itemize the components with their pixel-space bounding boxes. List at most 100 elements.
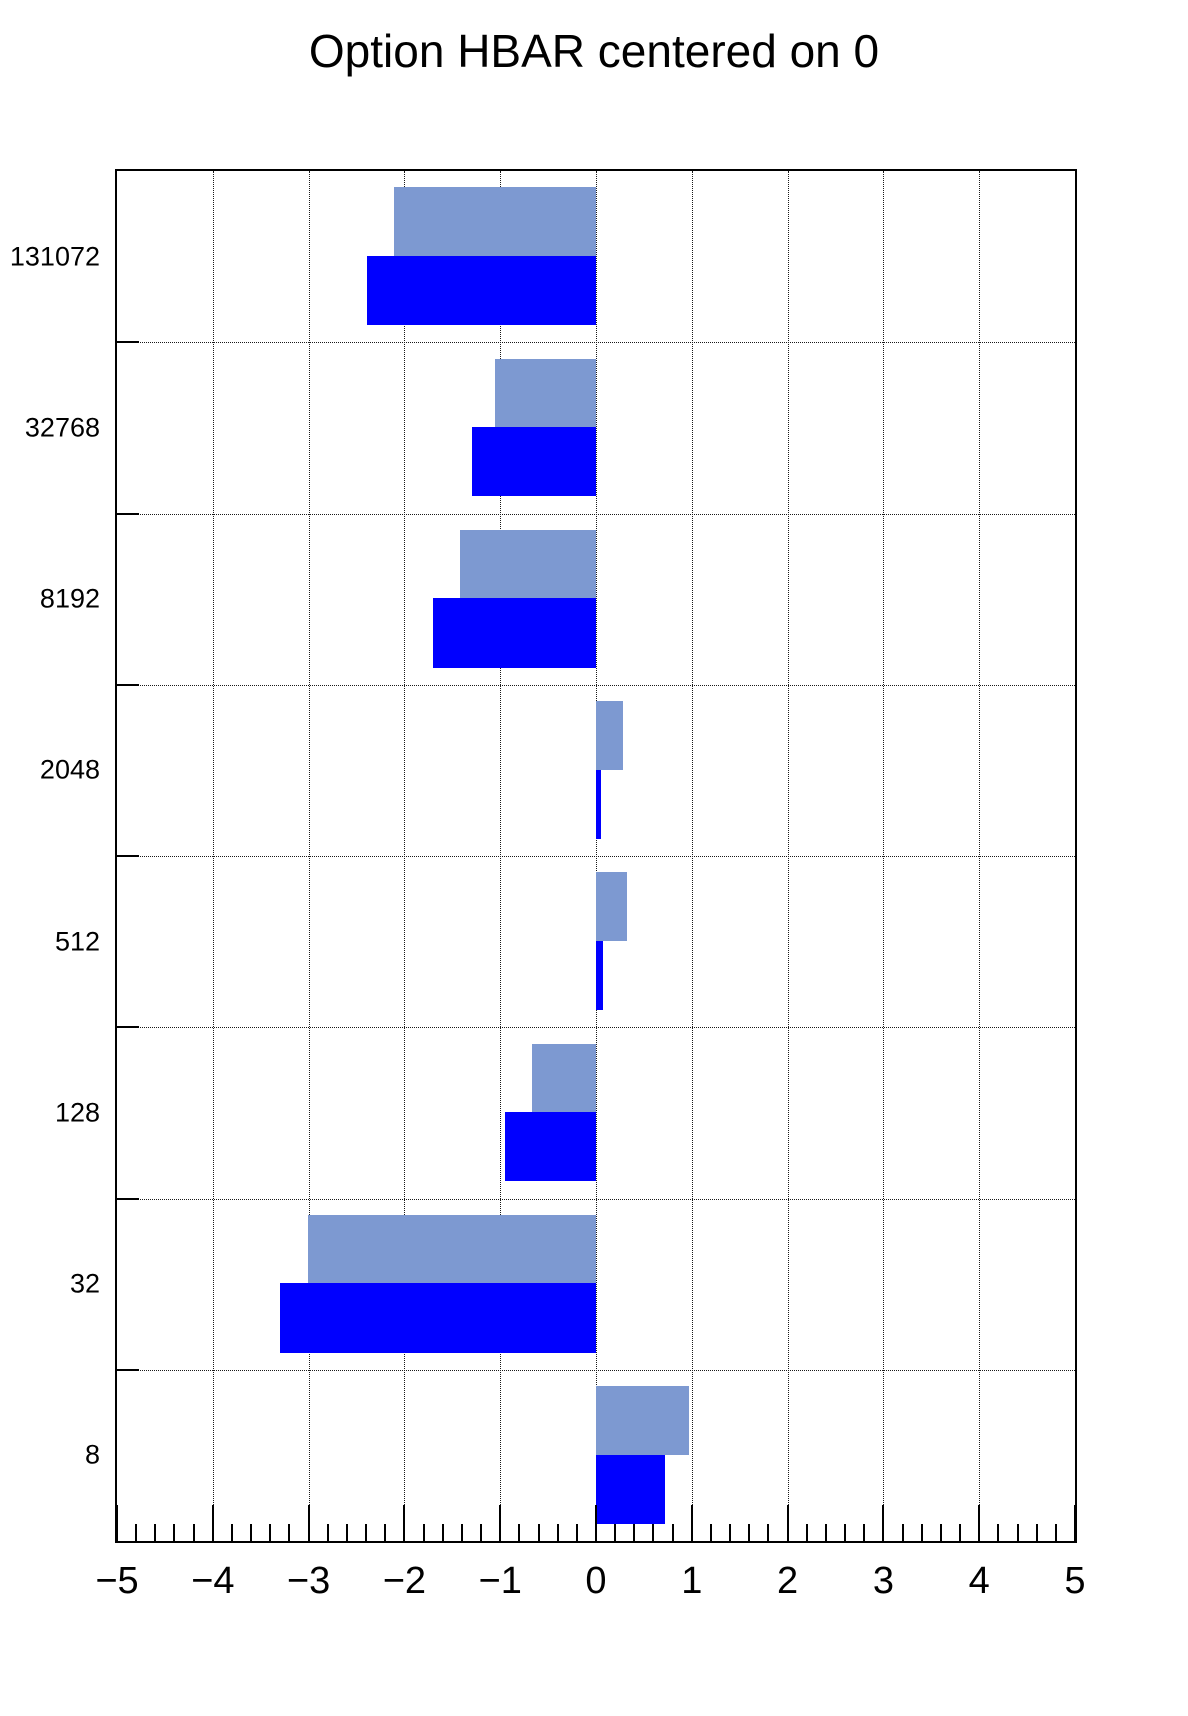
bar-lower-blue-131072	[367, 255, 596, 326]
x-minor-tick	[863, 1524, 866, 1541]
bar-lower-blue-8192	[433, 598, 596, 668]
y-bin-boundary-tick	[117, 512, 139, 515]
bar-upper-light-blue-131072	[393, 187, 596, 256]
x-tick-label: 0	[585, 1560, 607, 1602]
y-tick-label: 32768	[24, 412, 100, 443]
x-minor-tick	[288, 1524, 291, 1541]
gridline-horizontal	[117, 856, 1075, 857]
x-tick-label: 5	[1064, 1560, 1086, 1602]
x-tick-label: 1	[681, 1560, 703, 1602]
x-tick-label: −3	[286, 1560, 331, 1602]
x-major-tick	[978, 1505, 981, 1541]
x-minor-tick	[460, 1524, 463, 1541]
x-tick-label: −2	[382, 1560, 427, 1602]
x-minor-tick	[824, 1524, 827, 1541]
x-major-tick	[499, 1505, 502, 1541]
y-bin-boundary-tick	[117, 1026, 139, 1029]
chart-title: Option HBAR centered on 0	[308, 25, 880, 77]
x-tick-label: −5	[95, 1560, 139, 1602]
x-minor-tick	[844, 1524, 847, 1541]
x-minor-tick	[901, 1524, 904, 1541]
y-bin-boundary-tick	[117, 1368, 139, 1371]
x-major-tick	[1074, 1505, 1076, 1541]
x-minor-tick	[345, 1524, 348, 1541]
x-minor-tick	[748, 1524, 751, 1541]
bar-lower-blue-2048	[596, 769, 601, 839]
y-tick-label: 32	[69, 1268, 100, 1299]
gridline-horizontal	[117, 1369, 1075, 1371]
x-minor-tick	[384, 1524, 387, 1541]
bar-lower-blue-32768	[472, 427, 596, 497]
x-minor-tick	[537, 1524, 540, 1541]
x-minor-tick	[575, 1524, 578, 1541]
gridline-horizontal	[117, 513, 1075, 515]
x-minor-tick	[805, 1524, 808, 1541]
x-major-tick	[786, 1505, 789, 1541]
gridline-horizontal	[117, 684, 1075, 686]
x-minor-tick	[939, 1524, 942, 1541]
gridline-horizontal	[117, 1198, 1075, 1200]
x-minor-tick	[441, 1524, 444, 1541]
bar-upper-light-blue-32768	[495, 358, 596, 428]
x-tick-label: 3	[872, 1560, 894, 1602]
y-bin-boundary-tick	[117, 1197, 139, 1200]
y-tick-label: 128	[54, 1097, 100, 1128]
x-minor-tick	[709, 1524, 712, 1541]
x-major-tick	[690, 1505, 693, 1541]
x-minor-tick	[614, 1524, 617, 1541]
x-minor-tick	[422, 1524, 425, 1541]
x-minor-tick	[959, 1524, 962, 1541]
x-minor-tick	[1054, 1524, 1057, 1541]
x-minor-tick	[365, 1524, 368, 1541]
x-minor-tick	[269, 1524, 272, 1541]
x-minor-tick	[135, 1524, 138, 1541]
y-tick-label: 8	[84, 1439, 100, 1470]
bar-upper-light-blue-512	[596, 872, 627, 941]
x-minor-tick	[173, 1524, 176, 1541]
x-minor-tick	[652, 1524, 655, 1541]
x-major-tick	[882, 1505, 885, 1541]
x-minor-tick	[1016, 1524, 1019, 1541]
bar-upper-light-blue-8192	[459, 529, 596, 599]
gridline-horizontal	[117, 342, 1075, 344]
bar-upper-light-blue-2048	[596, 701, 623, 770]
x-minor-tick	[767, 1524, 770, 1541]
bar-lower-blue-8	[596, 1454, 665, 1524]
y-tick-label: 512	[54, 926, 100, 957]
x-major-tick	[116, 1505, 118, 1541]
x-tick-label: −4	[191, 1560, 235, 1602]
x-minor-tick	[192, 1524, 195, 1541]
bar-lower-blue-32	[279, 1283, 596, 1353]
x-minor-tick	[518, 1524, 521, 1541]
x-minor-tick	[1035, 1524, 1038, 1541]
x-major-tick	[211, 1505, 214, 1541]
x-minor-tick	[920, 1524, 923, 1541]
y-tick-label: 131072	[9, 241, 100, 272]
y-bin-boundary-tick	[117, 683, 139, 686]
x-minor-tick	[556, 1524, 559, 1541]
x-minor-tick	[997, 1524, 1000, 1541]
x-tick-label: −1	[478, 1560, 522, 1602]
x-major-tick	[307, 1505, 310, 1541]
x-tick-label: 2	[777, 1560, 799, 1602]
bar-lower-blue-128	[504, 1112, 596, 1182]
bar-upper-light-blue-128	[531, 1043, 596, 1113]
y-bin-boundary-tick	[117, 341, 139, 344]
x-tick-label: 4	[968, 1560, 990, 1602]
x-major-tick	[403, 1505, 406, 1541]
x-minor-tick	[729, 1524, 732, 1541]
y-tick-label: 8192	[39, 583, 100, 614]
bar-lower-blue-512	[596, 940, 603, 1011]
x-minor-tick	[633, 1524, 636, 1541]
x-minor-tick	[326, 1524, 329, 1541]
bar-upper-light-blue-8	[596, 1386, 689, 1455]
x-minor-tick	[671, 1524, 674, 1541]
x-minor-tick	[230, 1524, 233, 1541]
gridline-horizontal	[117, 1027, 1075, 1029]
x-minor-tick	[154, 1524, 157, 1541]
x-major-tick	[595, 1505, 597, 1541]
bar-upper-light-blue-32	[307, 1214, 596, 1284]
x-minor-tick	[250, 1524, 253, 1541]
x-minor-tick	[480, 1524, 483, 1541]
